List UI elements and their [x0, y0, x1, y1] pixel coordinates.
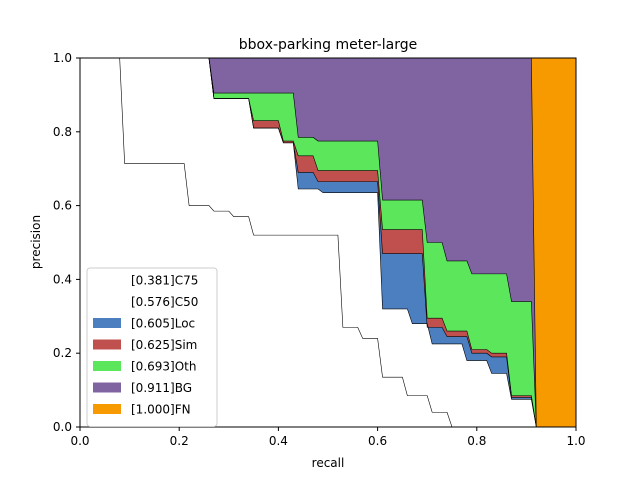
legend-label-bg: [0.911]BG [131, 381, 192, 395]
y-axis-ticks: 0.0 0.2 0.4 0.6 0.8 1.0 [53, 51, 80, 434]
legend-label-fn: [1.000]FN [131, 403, 191, 417]
chart-title: bbox-parking meter-large [239, 37, 417, 53]
legend-swatch-c50 [93, 296, 121, 307]
legend-label-c75: [0.381]C75 [131, 274, 198, 288]
legend-swatch-fn [93, 404, 121, 414]
x-tick-label: 1.0 [566, 434, 585, 448]
plot-frame [79, 57, 577, 428]
legend-swatch-loc [93, 318, 121, 328]
legend-swatch-sim [93, 339, 121, 350]
legend-swatch-c75 [93, 275, 121, 285]
y-tick-label: 0.8 [53, 125, 72, 139]
legend-swatch-oth [93, 361, 121, 371]
x-axis-label: recall [312, 456, 345, 470]
curve-loc [80, 57, 576, 428]
legend-label-c50: [0.576]C50 [131, 295, 198, 309]
legend-label-sim: [0.625]Sim [131, 338, 197, 352]
x-axis-ticks: 0.0 0.2 0.4 0.6 0.8 1.0 [70, 427, 586, 448]
y-tick-label: 0.2 [53, 346, 72, 360]
y-tick-label: 0.6 [53, 199, 72, 213]
x-tick-label: 0.4 [269, 434, 288, 448]
x-tick-label: 0.2 [170, 434, 189, 448]
curve-c75 [80, 57, 576, 428]
legend-label-loc: [0.605]Loc [131, 317, 195, 331]
x-tick-label: 0.8 [467, 434, 486, 448]
y-axis-label: precision [29, 215, 43, 269]
curve-oth [80, 57, 576, 428]
legend: [0.381]C75 [0.576]C50 [0.605]Loc [0.625]Sim… [86, 267, 218, 427]
y-tick-label: 1.0 [53, 51, 72, 65]
y-tick-label: 0.4 [53, 272, 72, 286]
y-tick-label: 0.0 [53, 420, 72, 434]
curve-sim [80, 57, 576, 428]
legend-label-oth: [0.693]Oth [131, 360, 196, 374]
legend-swatch-bg [93, 382, 121, 393]
x-tick-label: 0.0 [70, 434, 89, 448]
x-tick-label: 0.6 [368, 434, 387, 448]
